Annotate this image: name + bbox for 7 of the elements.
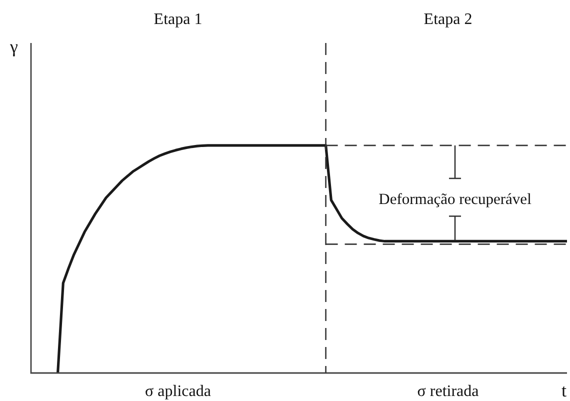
- x-axis-title: t: [561, 380, 567, 401]
- text: Etapa 1: [154, 11, 202, 28]
- y-axis-title: γ: [9, 36, 18, 57]
- text: σ aplicada: [145, 383, 211, 400]
- annotation: Deformação recuperável: [378, 191, 532, 208]
- text: Etapa 2: [424, 11, 472, 28]
- text: σ retirada: [417, 383, 479, 400]
